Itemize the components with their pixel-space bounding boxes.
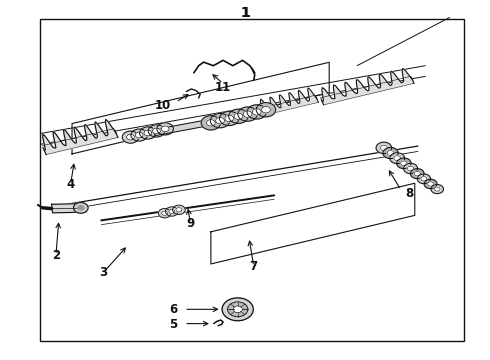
Polygon shape — [322, 68, 414, 105]
Circle shape — [262, 107, 270, 113]
Text: 5: 5 — [169, 318, 177, 331]
Circle shape — [376, 142, 392, 154]
Text: 10: 10 — [155, 99, 172, 112]
Circle shape — [380, 145, 388, 150]
Circle shape — [407, 166, 414, 171]
Circle shape — [131, 129, 147, 141]
Circle shape — [424, 179, 437, 189]
Circle shape — [152, 128, 160, 134]
Circle shape — [435, 187, 440, 191]
Circle shape — [162, 211, 168, 215]
Bar — [40, 19, 464, 341]
Circle shape — [172, 205, 185, 215]
Circle shape — [158, 208, 171, 218]
Circle shape — [166, 207, 178, 216]
Circle shape — [135, 132, 143, 138]
Text: 9: 9 — [186, 217, 195, 230]
Circle shape — [148, 125, 165, 137]
Circle shape — [394, 156, 400, 161]
Circle shape — [243, 111, 252, 117]
Circle shape — [238, 107, 257, 121]
Circle shape — [431, 185, 443, 194]
Text: 11: 11 — [215, 81, 231, 94]
Circle shape — [397, 158, 411, 168]
Circle shape — [383, 148, 398, 159]
Text: 1: 1 — [240, 6, 250, 20]
Text: 4: 4 — [67, 178, 74, 191]
Text: 7: 7 — [250, 260, 258, 273]
Polygon shape — [43, 119, 118, 154]
Circle shape — [74, 203, 88, 213]
Circle shape — [216, 117, 224, 124]
Text: 3: 3 — [99, 266, 108, 279]
Circle shape — [421, 177, 427, 181]
Circle shape — [206, 120, 215, 126]
Circle shape — [140, 127, 156, 139]
Circle shape — [256, 103, 276, 117]
Text: 2: 2 — [52, 248, 60, 261]
Circle shape — [220, 111, 239, 126]
Circle shape — [417, 174, 431, 184]
Circle shape — [157, 123, 173, 135]
Circle shape — [78, 206, 84, 210]
Polygon shape — [261, 88, 318, 116]
Text: 1: 1 — [240, 6, 250, 20]
Circle shape — [252, 109, 261, 115]
Text: 6: 6 — [169, 303, 177, 316]
Circle shape — [401, 161, 407, 166]
Circle shape — [122, 131, 139, 143]
Circle shape — [169, 210, 174, 214]
Circle shape — [428, 182, 434, 186]
Polygon shape — [152, 120, 208, 136]
Polygon shape — [51, 203, 86, 213]
Circle shape — [161, 126, 169, 132]
Circle shape — [387, 150, 394, 156]
Circle shape — [201, 116, 220, 130]
Circle shape — [390, 153, 405, 163]
Circle shape — [222, 298, 253, 321]
Circle shape — [229, 109, 248, 123]
Circle shape — [411, 168, 424, 179]
Circle shape — [404, 163, 417, 174]
Circle shape — [126, 134, 134, 140]
Circle shape — [247, 105, 267, 119]
Circle shape — [176, 208, 182, 212]
Circle shape — [227, 302, 248, 317]
Circle shape — [210, 113, 230, 128]
Circle shape — [144, 130, 152, 136]
Circle shape — [233, 306, 243, 313]
Circle shape — [225, 115, 234, 122]
Circle shape — [234, 113, 243, 120]
Circle shape — [414, 171, 420, 176]
Text: 8: 8 — [405, 187, 413, 200]
